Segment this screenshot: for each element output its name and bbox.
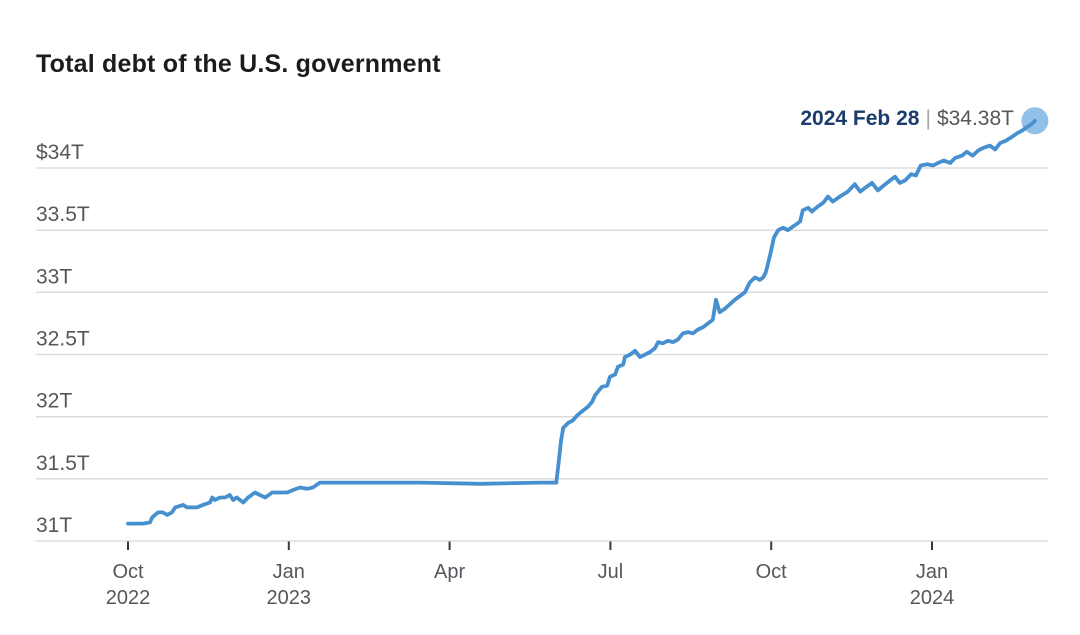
annotation-separator: | (925, 107, 931, 130)
x-axis: Oct 2022 Jan 2023 Apr Jul Oct Jan 2024 (106, 541, 955, 609)
x-tick-label: Jan (273, 561, 305, 583)
endpoint-value-label: $34.38T (936, 107, 1014, 130)
x-tick-label: Apr (434, 561, 465, 583)
endpoint-date-label: 2024 Feb 28 (800, 107, 920, 130)
gridlines (36, 167, 1048, 542)
endpoint-annotation: 2024 Feb 28 | $34.38T (800, 107, 1014, 131)
x-tick-year-label: 2022 (106, 587, 151, 609)
series-layer (126, 107, 1049, 526)
y-tick-label: 32T (36, 390, 72, 413)
x-tick-label: Jan (916, 561, 948, 583)
y-tick-label: 32.5T (36, 328, 90, 351)
y-tick-label: 31.5T (36, 452, 90, 475)
y-tick-label: $34T (36, 141, 84, 164)
series-line (126, 118, 1037, 526)
y-axis-labels: $34T 33.5T 33T 32.5T 32T 31.5T 31T (36, 141, 90, 537)
x-tick-year-label: 2024 (910, 587, 955, 609)
x-tick-label: Oct (112, 561, 144, 583)
y-tick-label: 33.5T (36, 203, 90, 226)
y-tick-label: 33T (36, 265, 72, 288)
x-tick-label: Jul (598, 561, 624, 583)
x-tick-label: Oct (756, 561, 788, 583)
chart-title: Total debt of the U.S. government (36, 50, 441, 78)
y-tick-label: 31T (36, 514, 72, 537)
x-tick-year-label: 2023 (267, 587, 312, 609)
